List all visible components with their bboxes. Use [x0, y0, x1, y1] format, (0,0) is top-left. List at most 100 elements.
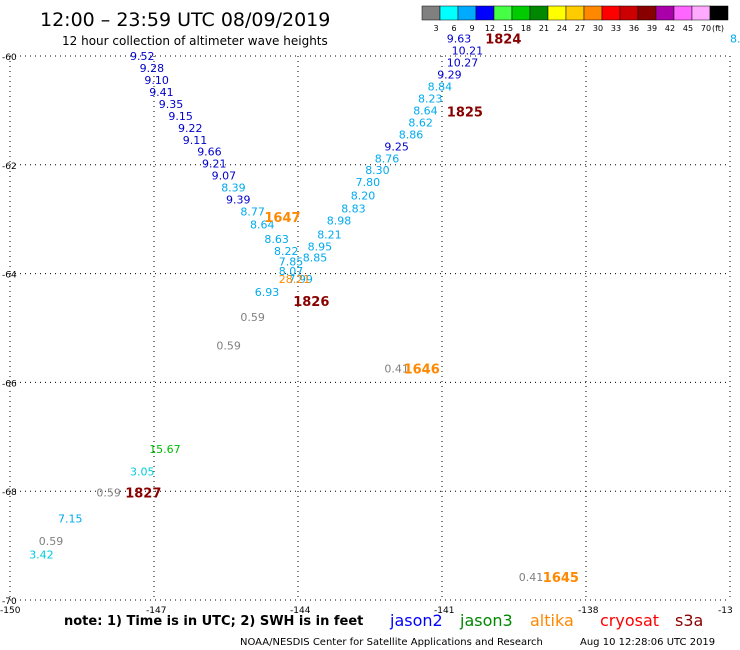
legend-swatch	[673, 5, 693, 21]
satellite-name-jason3: jason3	[459, 611, 513, 630]
x-tick-label: -147	[146, 606, 166, 616]
data-point-label: 7.80	[356, 176, 381, 189]
pass-labels: 1824 1825 1647 1826 1646 1827 1645	[125, 33, 579, 587]
x-tick-label: -150	[0, 606, 21, 616]
x-tick-label: -141	[434, 606, 454, 616]
data-point-label: 9.25	[384, 140, 409, 153]
legend-label: 36	[629, 24, 639, 33]
data-point-label: 8.22	[274, 245, 299, 258]
data-point-label: 9.35	[159, 98, 184, 111]
pass-label: 1826	[293, 295, 329, 310]
chart-title: 12:00 – 23:59 UTC 08/09/2019	[40, 9, 330, 31]
data-point-label: 9.10	[144, 74, 169, 87]
legend-unit: (ft)	[712, 24, 724, 33]
legend-swatch	[565, 5, 585, 21]
data-point-label: 8.	[730, 33, 740, 46]
legend-swatch	[619, 5, 639, 21]
satellite-legend: jason2 jason3 altika cryosat s3a	[389, 611, 703, 630]
satellite-name-s3a: s3a	[675, 611, 703, 630]
data-point-label: 15.67	[149, 443, 181, 456]
data-point-label: 9.28	[140, 62, 165, 75]
data-point-label: 9.41	[149, 86, 174, 99]
data-point-label: 9.07	[212, 170, 237, 183]
data-point-label: 0.59	[96, 486, 121, 499]
legend-label: 12	[485, 24, 495, 33]
credit-text: NOAA/NESDIS Center for Satellite Applica…	[240, 637, 543, 648]
chart-subtitle: 12 hour collection of altimeter wave hei…	[62, 34, 328, 48]
footnote: note: 1) Time is in UTC; 2) SWH is in fe…	[64, 614, 363, 629]
legend-label: 30	[593, 24, 603, 33]
data-point-label: 8.62	[408, 116, 433, 129]
legend-label: 42	[665, 24, 675, 33]
data-point-label: 0.41	[384, 362, 409, 375]
y-tick-label: -70	[2, 597, 17, 607]
y-tick-label: -64	[2, 271, 17, 281]
legend-label: 70	[701, 24, 711, 33]
data-point-label: 8.23	[418, 92, 443, 105]
legend-label: 18	[521, 24, 531, 33]
legend-swatch	[583, 5, 603, 21]
y-tick-label: -68	[2, 488, 17, 498]
data-point-label: 10.21	[452, 45, 484, 58]
legend-swatch	[493, 5, 513, 21]
legend-label: 45	[683, 24, 693, 33]
data-point-label: 6.93	[255, 286, 279, 299]
legend-label: 6	[451, 24, 456, 33]
data-point-label: 9.22	[178, 122, 203, 135]
data-point-label: 8.85	[303, 251, 328, 264]
data-point-label: 0.41	[519, 571, 544, 584]
data-points: 9.529.289.109.419.359.159.229.119.669.21…	[29, 33, 740, 585]
data-point-label: 9.52	[130, 50, 155, 63]
data-point-label: 8.64	[413, 104, 438, 117]
legend-swatch	[691, 5, 711, 21]
data-point-label: 8.30	[365, 164, 390, 177]
pass-label: 1647	[264, 211, 300, 226]
timestamp-text: Aug 10 12:28:06 UTC 2019	[580, 637, 715, 648]
data-point-label: 7.15	[58, 512, 83, 525]
data-point-label: 8.84	[428, 80, 453, 93]
data-point-label: 9.66	[197, 146, 222, 159]
data-point-label: 8.98	[327, 214, 352, 227]
legend-swatch	[547, 5, 567, 21]
data-point-label: 8.83	[341, 202, 366, 215]
legend-label: 27	[575, 24, 585, 33]
data-point-label: 8.21	[317, 228, 342, 241]
legend-swatch	[457, 5, 477, 21]
legend-label: 15	[503, 24, 513, 33]
y-tick-label: -66	[2, 379, 17, 389]
data-point-label: 8.95	[308, 240, 333, 253]
x-tick-label: -144	[290, 606, 311, 616]
satellite-name-altika: altika	[530, 611, 574, 630]
legend-swatch	[655, 5, 675, 21]
pass-label: 1827	[125, 486, 161, 501]
y-tick-label: -60	[2, 53, 17, 63]
data-point-label: 8.63	[264, 233, 289, 246]
legend-label: 3	[433, 24, 438, 33]
satellite-name-cryosat: cryosat	[600, 611, 659, 630]
data-point-label: 0.59	[216, 339, 241, 352]
legend-swatch	[637, 5, 657, 21]
data-point-label: 8.20	[351, 189, 376, 202]
data-point-label: 8.07	[279, 265, 304, 278]
data-point-label: 7.99	[288, 273, 313, 286]
data-point-label: 9.29	[437, 68, 462, 81]
data-point-label: 3.05	[130, 466, 155, 479]
legend-swatch	[475, 5, 495, 21]
legend-label: 33	[611, 24, 621, 33]
x-tick-label: -138	[578, 606, 599, 616]
legend-swatch	[421, 5, 441, 21]
x-tick-label: -13	[718, 606, 733, 616]
axis-ticks: -60 -62 -64 -66 -68 -70-150 -147 -144 -141 -138 -1…	[0, 53, 733, 616]
data-point-label: 28.21	[279, 273, 311, 286]
data-point-label: 8.39	[221, 182, 246, 195]
data-point-label: 8.76	[375, 152, 400, 165]
data-point-label: 9.21	[202, 158, 227, 171]
data-point-label: 8.86	[399, 128, 424, 141]
data-point-label: 3.42	[29, 548, 54, 561]
legend-swatch	[601, 5, 621, 21]
legend-label: 39	[647, 24, 657, 33]
color-legend: 3 6 9 12 15 18 21 24 27 30 33 36 39 42 45 70 (ft)	[421, 5, 729, 33]
legend-swatch	[709, 5, 729, 21]
